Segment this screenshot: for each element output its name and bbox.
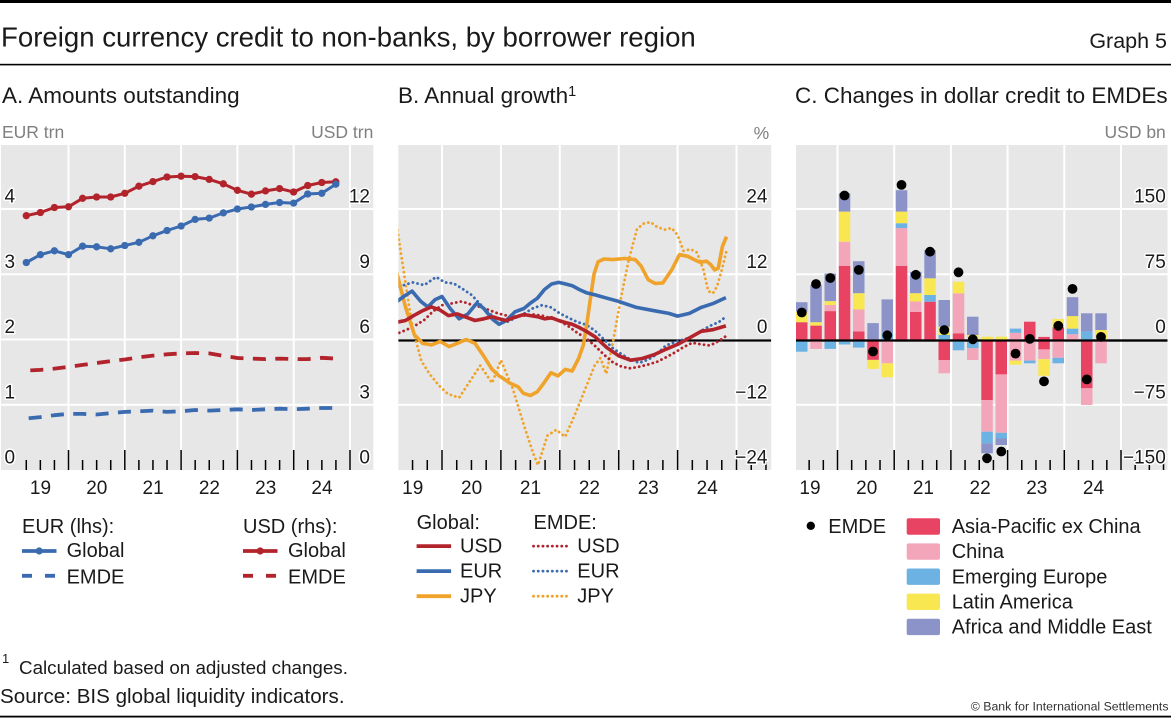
- svg-text:23: 23: [638, 478, 659, 499]
- svg-text:JPY: JPY: [577, 585, 614, 607]
- svg-text:24: 24: [697, 478, 719, 499]
- svg-text:3: 3: [359, 382, 370, 403]
- svg-text:EMDE: EMDE: [67, 566, 125, 588]
- svg-text:Asia‑Pacific ex China: Asia‑Pacific ex China: [952, 516, 1142, 538]
- svg-text:0: 0: [5, 448, 16, 469]
- svg-text:9: 9: [359, 252, 370, 273]
- svg-text:Global: Global: [67, 540, 125, 562]
- svg-text:75: 75: [1145, 252, 1166, 273]
- svg-text:Source: BIS global liquidity i: Source: BIS global liquidity indicators.: [0, 685, 345, 708]
- svg-text:USD (rhs):: USD (rhs):: [243, 516, 337, 538]
- svg-text:EUR: EUR: [460, 560, 502, 582]
- svg-text:21: 21: [913, 478, 934, 499]
- svg-text:2: 2: [5, 317, 16, 338]
- svg-text:JPY: JPY: [460, 585, 497, 607]
- svg-text:1: 1: [2, 651, 9, 666]
- svg-text:23: 23: [255, 478, 276, 499]
- svg-text:6: 6: [359, 317, 370, 338]
- svg-text:3: 3: [5, 252, 16, 273]
- svg-text:China: China: [952, 541, 1005, 563]
- svg-text:0: 0: [757, 317, 768, 338]
- svg-text:EMDE: EMDE: [828, 516, 886, 538]
- svg-text:Foreign currency credit to non: Foreign currency credit to non-banks, by…: [1, 22, 696, 53]
- svg-text:EUR trn: EUR trn: [2, 122, 64, 142]
- svg-text:23: 23: [1026, 478, 1047, 499]
- svg-text:Global: Global: [288, 540, 346, 562]
- svg-text:22: 22: [970, 478, 991, 499]
- svg-text:21: 21: [520, 478, 541, 499]
- svg-text:Emerging Europe: Emerging Europe: [952, 566, 1108, 588]
- svg-text:22: 22: [199, 478, 220, 499]
- svg-text:21: 21: [143, 478, 164, 499]
- svg-text:1: 1: [5, 382, 16, 403]
- svg-text:20: 20: [461, 478, 482, 499]
- svg-text:%: %: [754, 123, 770, 143]
- svg-text:12: 12: [746, 252, 767, 273]
- svg-text:−150: −150: [1123, 448, 1166, 469]
- svg-text:24: 24: [1083, 478, 1105, 499]
- svg-text:12: 12: [349, 187, 370, 208]
- svg-text:© Bank for International Settl: © Bank for International Settlements: [971, 700, 1169, 714]
- svg-text:A. Amounts outstanding: A. Amounts outstanding: [2, 83, 240, 108]
- svg-text:Latin America: Latin America: [952, 591, 1074, 613]
- svg-text:20: 20: [856, 478, 877, 499]
- svg-text:24: 24: [311, 478, 333, 499]
- svg-text:Calculated based on adjusted c: Calculated based on adjusted changes.: [19, 657, 348, 678]
- svg-text:EUR: EUR: [577, 560, 619, 582]
- svg-text:19: 19: [799, 478, 820, 499]
- svg-text:−75: −75: [1134, 382, 1166, 403]
- svg-text:B. Annual growth1: B. Annual growth1: [398, 83, 576, 108]
- svg-text:EUR (lhs):: EUR (lhs):: [22, 516, 114, 538]
- svg-text:USD: USD: [460, 535, 502, 557]
- svg-text:4: 4: [5, 187, 16, 208]
- svg-text:−12: −12: [735, 382, 767, 403]
- svg-text:Global:: Global:: [417, 512, 480, 534]
- svg-text:20: 20: [86, 478, 107, 499]
- svg-text:22: 22: [579, 478, 600, 499]
- svg-text:19: 19: [30, 478, 51, 499]
- svg-text:USD bn: USD bn: [1105, 122, 1166, 142]
- svg-text:150: 150: [1134, 187, 1166, 208]
- svg-text:Africa and Middle East: Africa and Middle East: [952, 617, 1153, 639]
- svg-text:19: 19: [402, 478, 423, 499]
- svg-text:USD trn: USD trn: [311, 122, 373, 142]
- svg-text:Graph 5: Graph 5: [1089, 29, 1167, 53]
- svg-text:0: 0: [359, 448, 370, 469]
- svg-text:−24: −24: [735, 448, 768, 469]
- svg-text:0: 0: [1155, 317, 1166, 338]
- svg-text:C. Changes in dollar credit to: C. Changes in dollar credit to EMDEs: [795, 83, 1168, 108]
- svg-text:24: 24: [746, 187, 768, 208]
- svg-text:EMDE: EMDE: [288, 566, 346, 588]
- svg-text:EMDE:: EMDE:: [534, 512, 597, 534]
- svg-text:USD: USD: [577, 535, 619, 557]
